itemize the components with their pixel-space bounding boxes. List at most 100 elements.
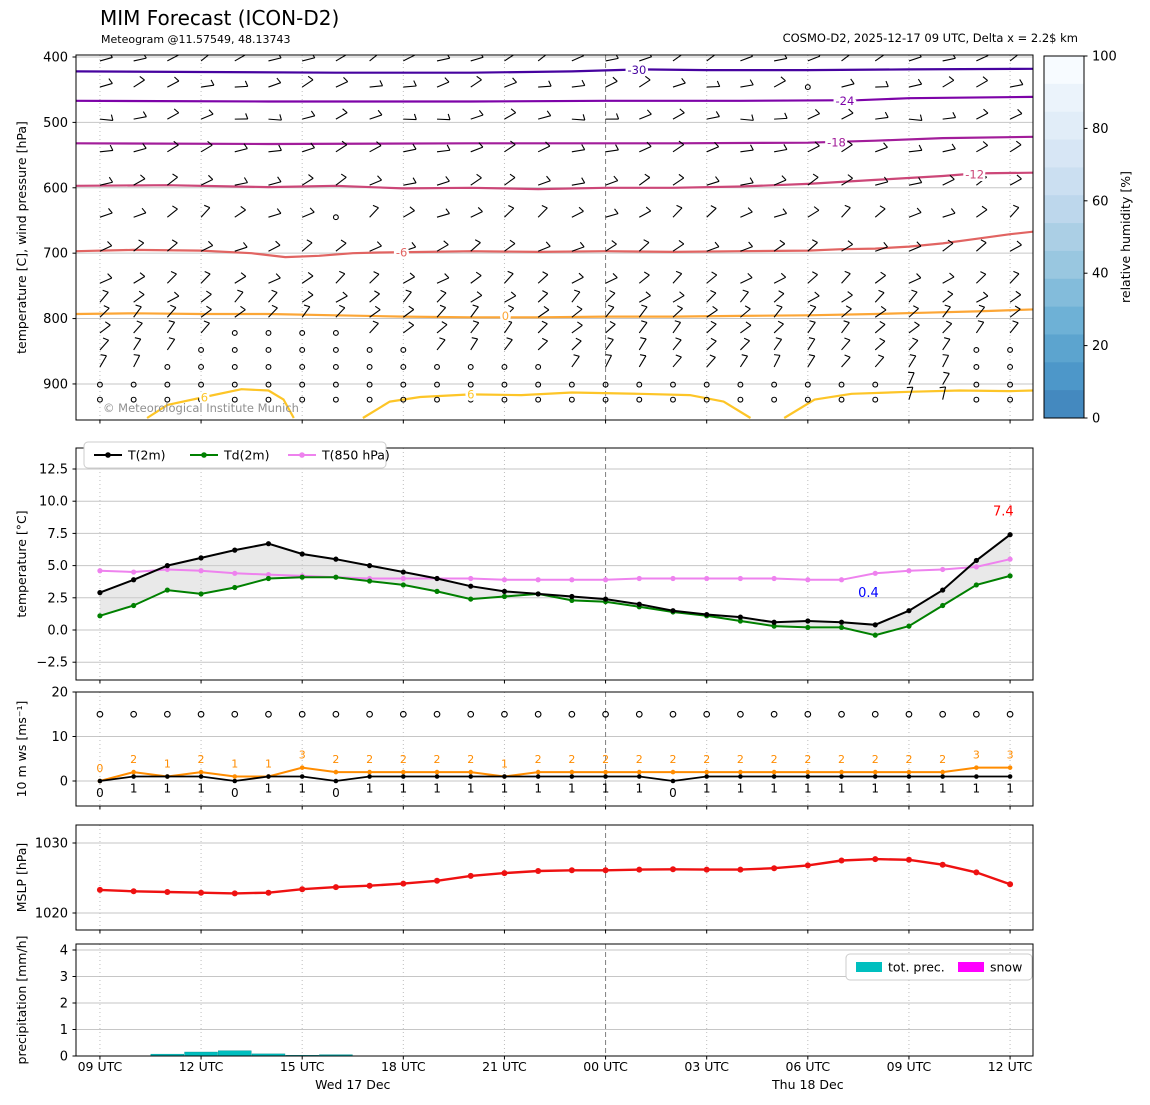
p4-ylabel: MSLP [hPa] [14,843,29,913]
time-tick-label: 15 UTC [280,1059,325,1074]
ws-value-label: 1 [130,782,138,796]
time-tick-label: 12 UTC [179,1059,224,1074]
p1-ylabel: temperature [C], wind pressure [hPa] [14,121,29,354]
ws-value-label: 1 [1006,782,1014,796]
copyright-text: © Meteorological Institute Munich [103,401,299,415]
p4-ytick: 1030 [35,837,68,852]
day-label: Wed 17 Dec [315,1077,390,1092]
ws-value-label: 0 [332,786,340,800]
annotation-0.4: 0.4 [858,586,879,601]
ws-value-label: 1 [871,782,879,796]
ws-value-label: 1 [265,782,273,796]
ws-value-label: 1 [939,782,947,796]
time-tick-label: 18 UTC [381,1059,426,1074]
ws-value-label: 2 [332,753,339,766]
ws-value-label: 0 [231,786,239,800]
series-mslp [96,856,1014,897]
colorbar-tick: 40 [1092,267,1109,282]
isotherm-label--18: -18 [827,136,846,150]
ws-value-label: 2 [366,753,373,766]
ws-value-label: 2 [130,753,137,766]
isotherm--24 [76,95,1033,103]
legend-label-Td(2m): Td(2m) [223,448,269,463]
p3-ytick: 20 [51,686,68,701]
series-T(2m) [97,532,1013,628]
ws-value-label: 3 [299,749,306,762]
p2-ytick: 12.5 [39,463,68,478]
ws-value-label: 2 [939,753,946,766]
p1-ytick: 400 [43,51,68,66]
page-subtitle: Meteogram @11.57549, 48.13743 [101,33,291,46]
isotherm-0 [76,308,1033,319]
ws-value-label: 1 [501,758,508,771]
time-tick-label: 12 UTC [988,1059,1033,1074]
ws-value-label: 2 [872,753,879,766]
ws-value-label: 2 [636,753,643,766]
p2-ytick: 5.0 [47,559,68,574]
series-wind-speed: 0 1 1 1 0 1 1 0 1 1 1 1 1 1 1 1 1 0 1 1 1 1 1 1 1 1 1 1 [96,774,1014,800]
time-tick-label: 21 UTC [482,1059,527,1074]
precip-legend: tot. prec. snow [845,953,1033,981]
ws-value-label: 1 [399,782,407,796]
ws-value-label: 1 [568,782,576,796]
ws-value-label: 1 [501,782,509,796]
p3-ytick: 0 [60,775,68,790]
ws-value-label: 1 [197,782,205,796]
ws-value-label: 1 [467,782,475,796]
p5-ytick: 2 [60,997,68,1012]
legend-label-tot. prec.: tot. prec. [888,960,945,975]
p5-ytick: 1 [60,1023,68,1038]
ws-value-label: 3 [973,749,980,762]
ws-value-label: 1 [635,782,643,796]
isotherm--6 [76,230,1033,259]
p5-ytick: 3 [60,970,68,985]
ws-value-label: 1 [298,782,306,796]
p2-ylabel: temperature [°C] [14,510,29,617]
ws-value-label: 1 [770,782,778,796]
temperature-legend: T(2m) Td(2m) T(850 hPa) [83,441,390,469]
ws-value-label: 1 [838,782,846,796]
ws-value-label: 2 [400,753,407,766]
colorbar-tick: 20 [1092,339,1109,354]
isotherm--12 [76,171,1033,191]
day-label: Thu 18 Dec [771,1077,844,1092]
ws-value-label: 2 [703,753,710,766]
series-wind-gust: 0 2 1 2 1 1 3 2 2 2 2 2 1 2 2 2 2 2 2 2 2 2 2 2 2 2 3 3 [96,749,1014,784]
time-tick-label: 03 UTC [684,1059,729,1074]
p1-ytick: 800 [43,312,68,327]
ws-value-label: 1 [231,758,238,771]
isotherm-label--24: -24 [836,94,855,108]
pressure-level-panel: -30-24-18-12-606 6© Meteorological Instit… [14,50,1133,427]
isotherm-label--6: -6 [396,246,407,260]
isotherm-label--30: -30 [628,63,647,77]
isotherm-label-0: 0 [502,309,509,323]
isotherms [76,67,1033,419]
bars-tot. prec. [150,1050,353,1057]
ws-value-label: 2 [602,753,609,766]
ws-value-label: 1 [703,782,711,796]
p2-ytick: 7.5 [47,527,68,542]
p2-ytick: −2.5 [36,656,68,671]
ws-value-label: 2 [737,753,744,766]
p5-ytick: 4 [60,944,68,959]
precip-bar [184,1051,218,1057]
wind-direction-markers [96,710,1014,718]
annotation-7.4: 7.4 [993,504,1014,519]
p1-ytick: 900 [43,377,68,392]
colorbar-tick: 80 [1092,122,1109,137]
ws-value-label: 0 [96,786,104,800]
ws-value-label: 2 [804,753,811,766]
ws-value-label: 2 [905,753,912,766]
page-title: MIM Forecast (ICON-D2) [100,6,340,30]
ws-value-label: 1 [433,782,441,796]
ws-value-label: 1 [534,782,542,796]
p4-ytick: 1020 [35,907,68,922]
time-tick-label: 09 UTC [887,1059,932,1074]
ws-value-label: 1 [737,782,745,796]
legend-label-snow: snow [990,960,1022,975]
mslp-panel: 1030 1020 MSLP [hPa] [14,824,1034,934]
p3-ytick: 10 [51,730,68,745]
legend-label-T(850 hPa): T(850 hPa) [321,448,390,463]
ws-value-label: 2 [771,753,778,766]
